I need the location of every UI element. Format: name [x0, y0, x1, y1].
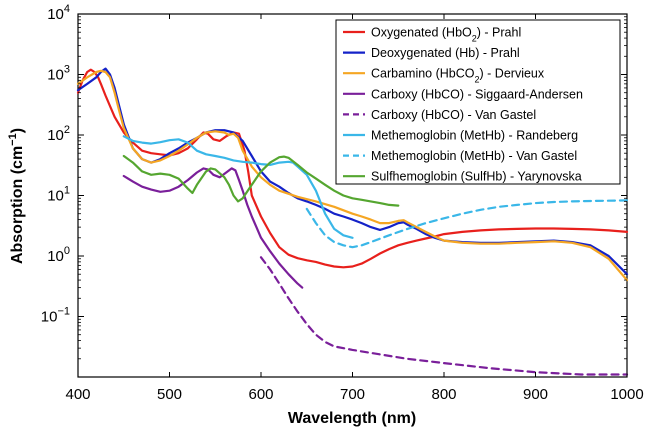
x-tick-label: 900 — [523, 386, 548, 403]
x-tick-label: 700 — [340, 386, 365, 403]
series-line-4 — [259, 256, 629, 376]
x-axis-title: Wavelength (nm) — [288, 410, 416, 427]
legend-label-4: Carboxy (HbCO) - Van Gastel — [371, 108, 536, 122]
legend-label-0: Oxygenated (HbO2) - Prahl — [371, 26, 521, 44]
legend-label-1: Deoxygenated (Hb) - Prahl — [371, 46, 520, 60]
x-axis-ticks: 400 500 600 700 800 900 1000 — [65, 14, 644, 403]
legend: Oxygenated (HbO2) - Prahl Deoxygenated (H… — [335, 19, 621, 185]
legend-label-2: Carbamino (HbCO2) - Dervieux — [371, 67, 545, 85]
y-axis-ticks: 104 103 102 101 100 10−1 — [41, 3, 627, 360]
legend-label-5: Methemoglobin (MetHb) - Randeberg — [371, 129, 578, 143]
series-line-7 — [122, 154, 400, 207]
legend-box — [335, 19, 621, 185]
series-line-5 — [122, 135, 354, 239]
y-tick-label: 102 — [47, 124, 70, 144]
y-tick-label: 100 — [47, 245, 70, 265]
legend-entries: Oxygenated (HbO2) - Prahl Deoxygenated (H… — [343, 26, 583, 184]
series-line-6 — [305, 199, 629, 249]
x-tick-label: 800 — [431, 386, 456, 403]
legend-label-3: Carboxy (HbCO) - Siggaard-Andersen — [371, 87, 583, 101]
series-layer — [76, 67, 629, 376]
x-tick-label: 500 — [157, 386, 182, 403]
y-tick-label: 104 — [47, 3, 70, 23]
y-tick-label: 103 — [47, 64, 70, 84]
series-line-3 — [122, 167, 304, 289]
x-tick-label: 600 — [248, 386, 273, 403]
legend-label-6: Methemoglobin (MetHb) - Van Gastel — [371, 149, 577, 163]
legend-label-7: Sulfhemoglobin (SulfHb) - Yarynovska — [371, 170, 582, 184]
y-tick-label: 10−1 — [41, 306, 70, 326]
y-axis-title: Absorption (cm−1) — [7, 128, 26, 264]
series-line-2 — [76, 69, 629, 282]
x-tick-label: 1000 — [610, 386, 643, 403]
x-tick-label: 400 — [65, 386, 90, 403]
y-tick-label: 101 — [47, 185, 70, 205]
